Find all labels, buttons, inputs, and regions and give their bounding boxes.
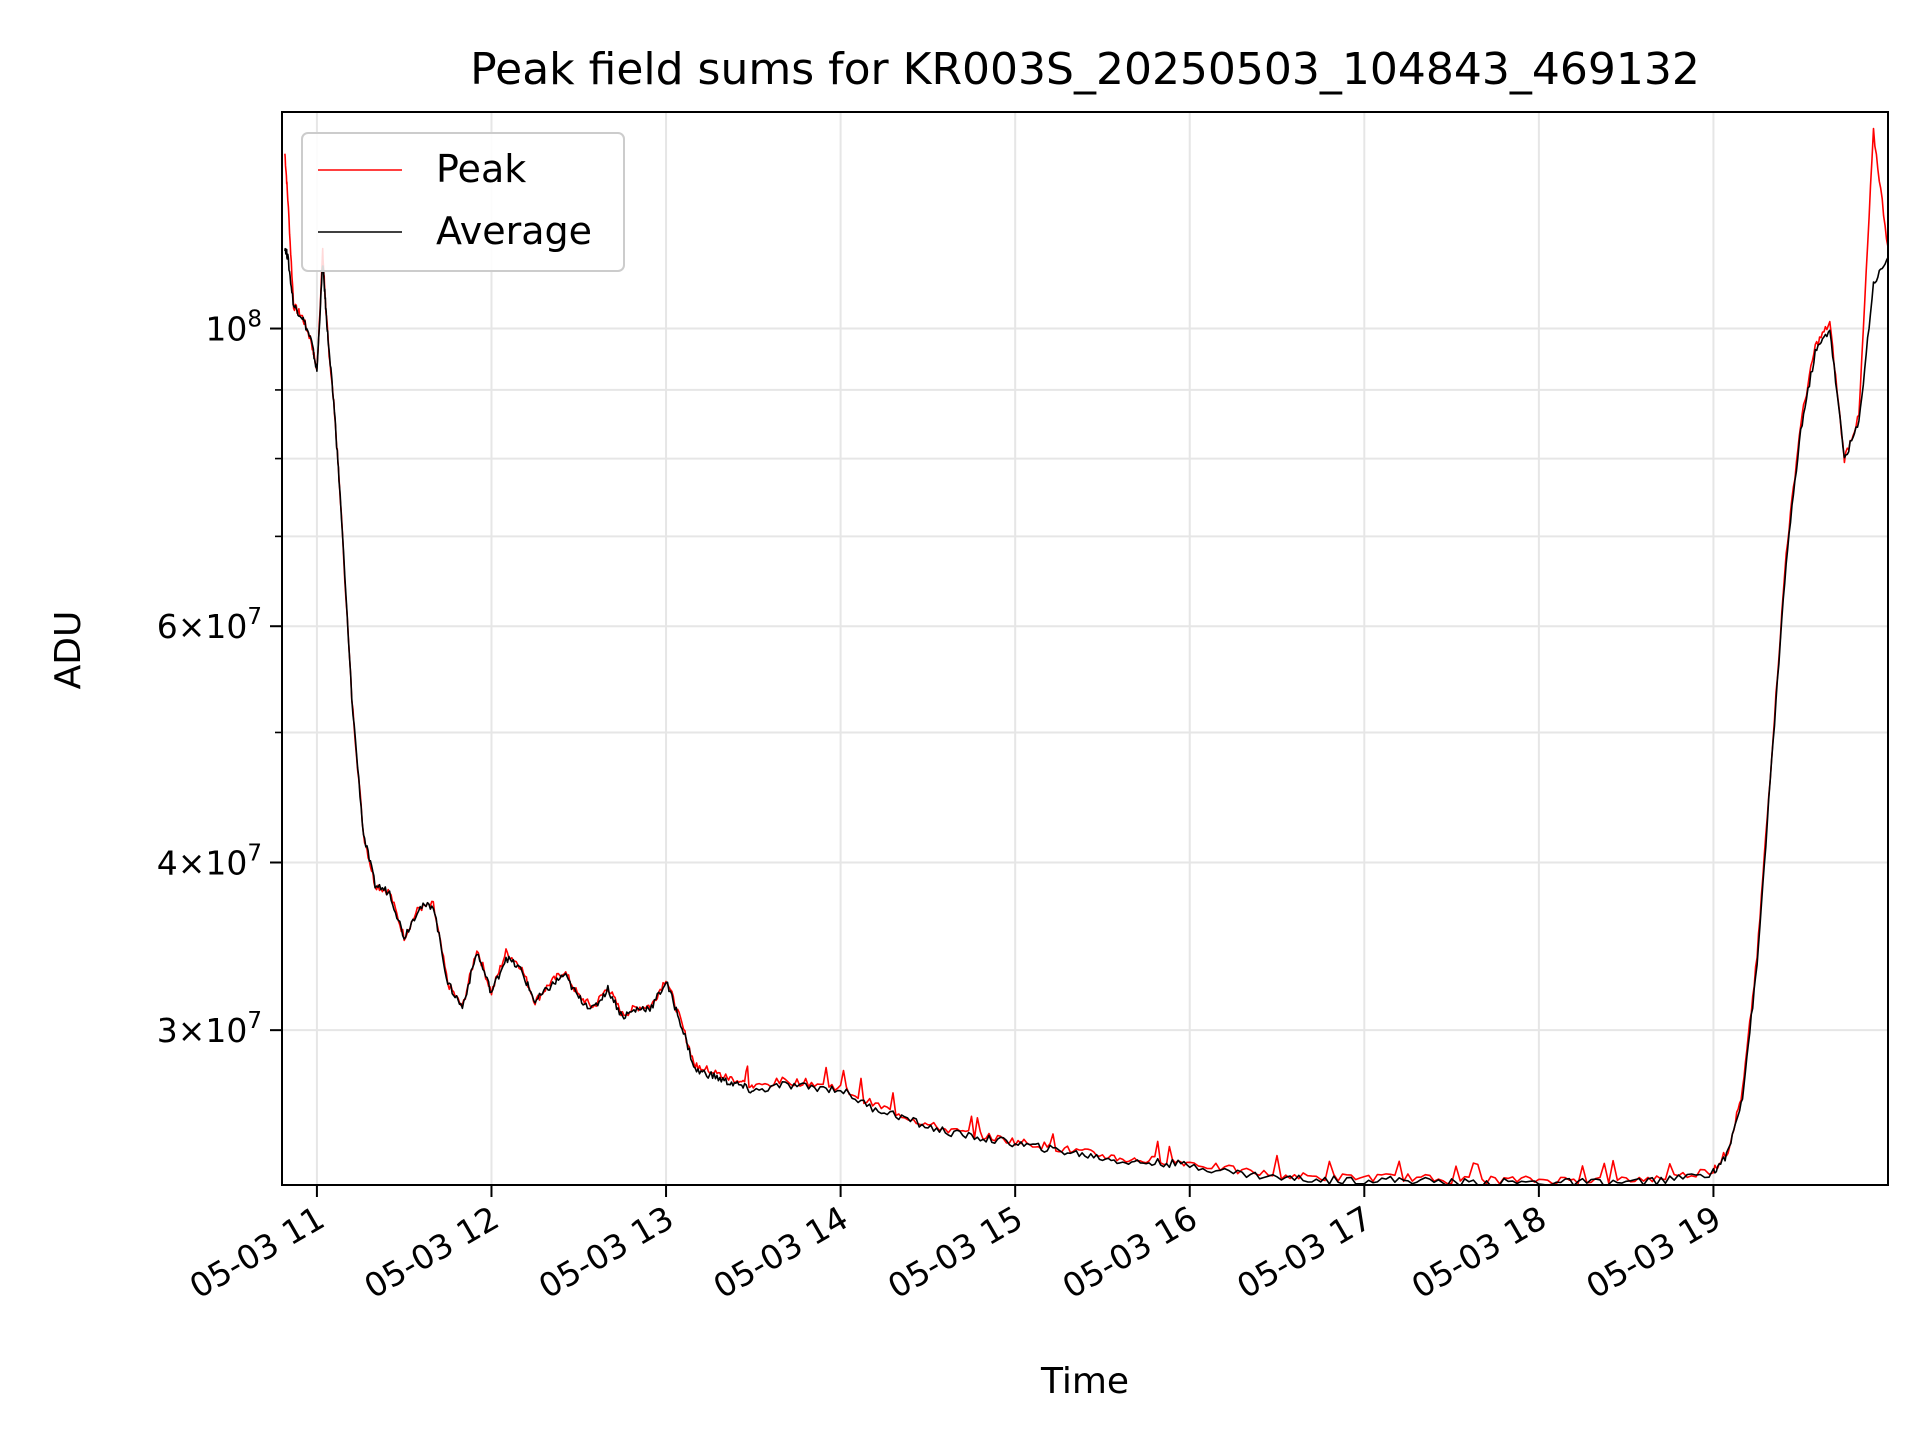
y-axis-title: ADU <box>48 611 89 690</box>
series-line-average <box>284 247 1888 1185</box>
y-tick-label: 6×107 <box>157 604 262 646</box>
plot-frame <box>281 111 1889 1186</box>
grid <box>282 112 1888 1185</box>
y-tick-label: 3×107 <box>157 1008 262 1050</box>
chart-title: Peak field sums for KR003S_20250503_1048… <box>470 44 1700 95</box>
legend-label-average: Average <box>436 209 592 253</box>
series-lines <box>284 127 1888 1185</box>
legend: Peak Average <box>301 132 625 272</box>
legend-label-peak: Peak <box>436 147 526 191</box>
y-tick-label: 4×107 <box>157 841 262 883</box>
legend-box <box>301 132 625 272</box>
x-axis-title: Time <box>1040 1361 1129 1402</box>
y-tick-label: 108 <box>205 307 262 349</box>
